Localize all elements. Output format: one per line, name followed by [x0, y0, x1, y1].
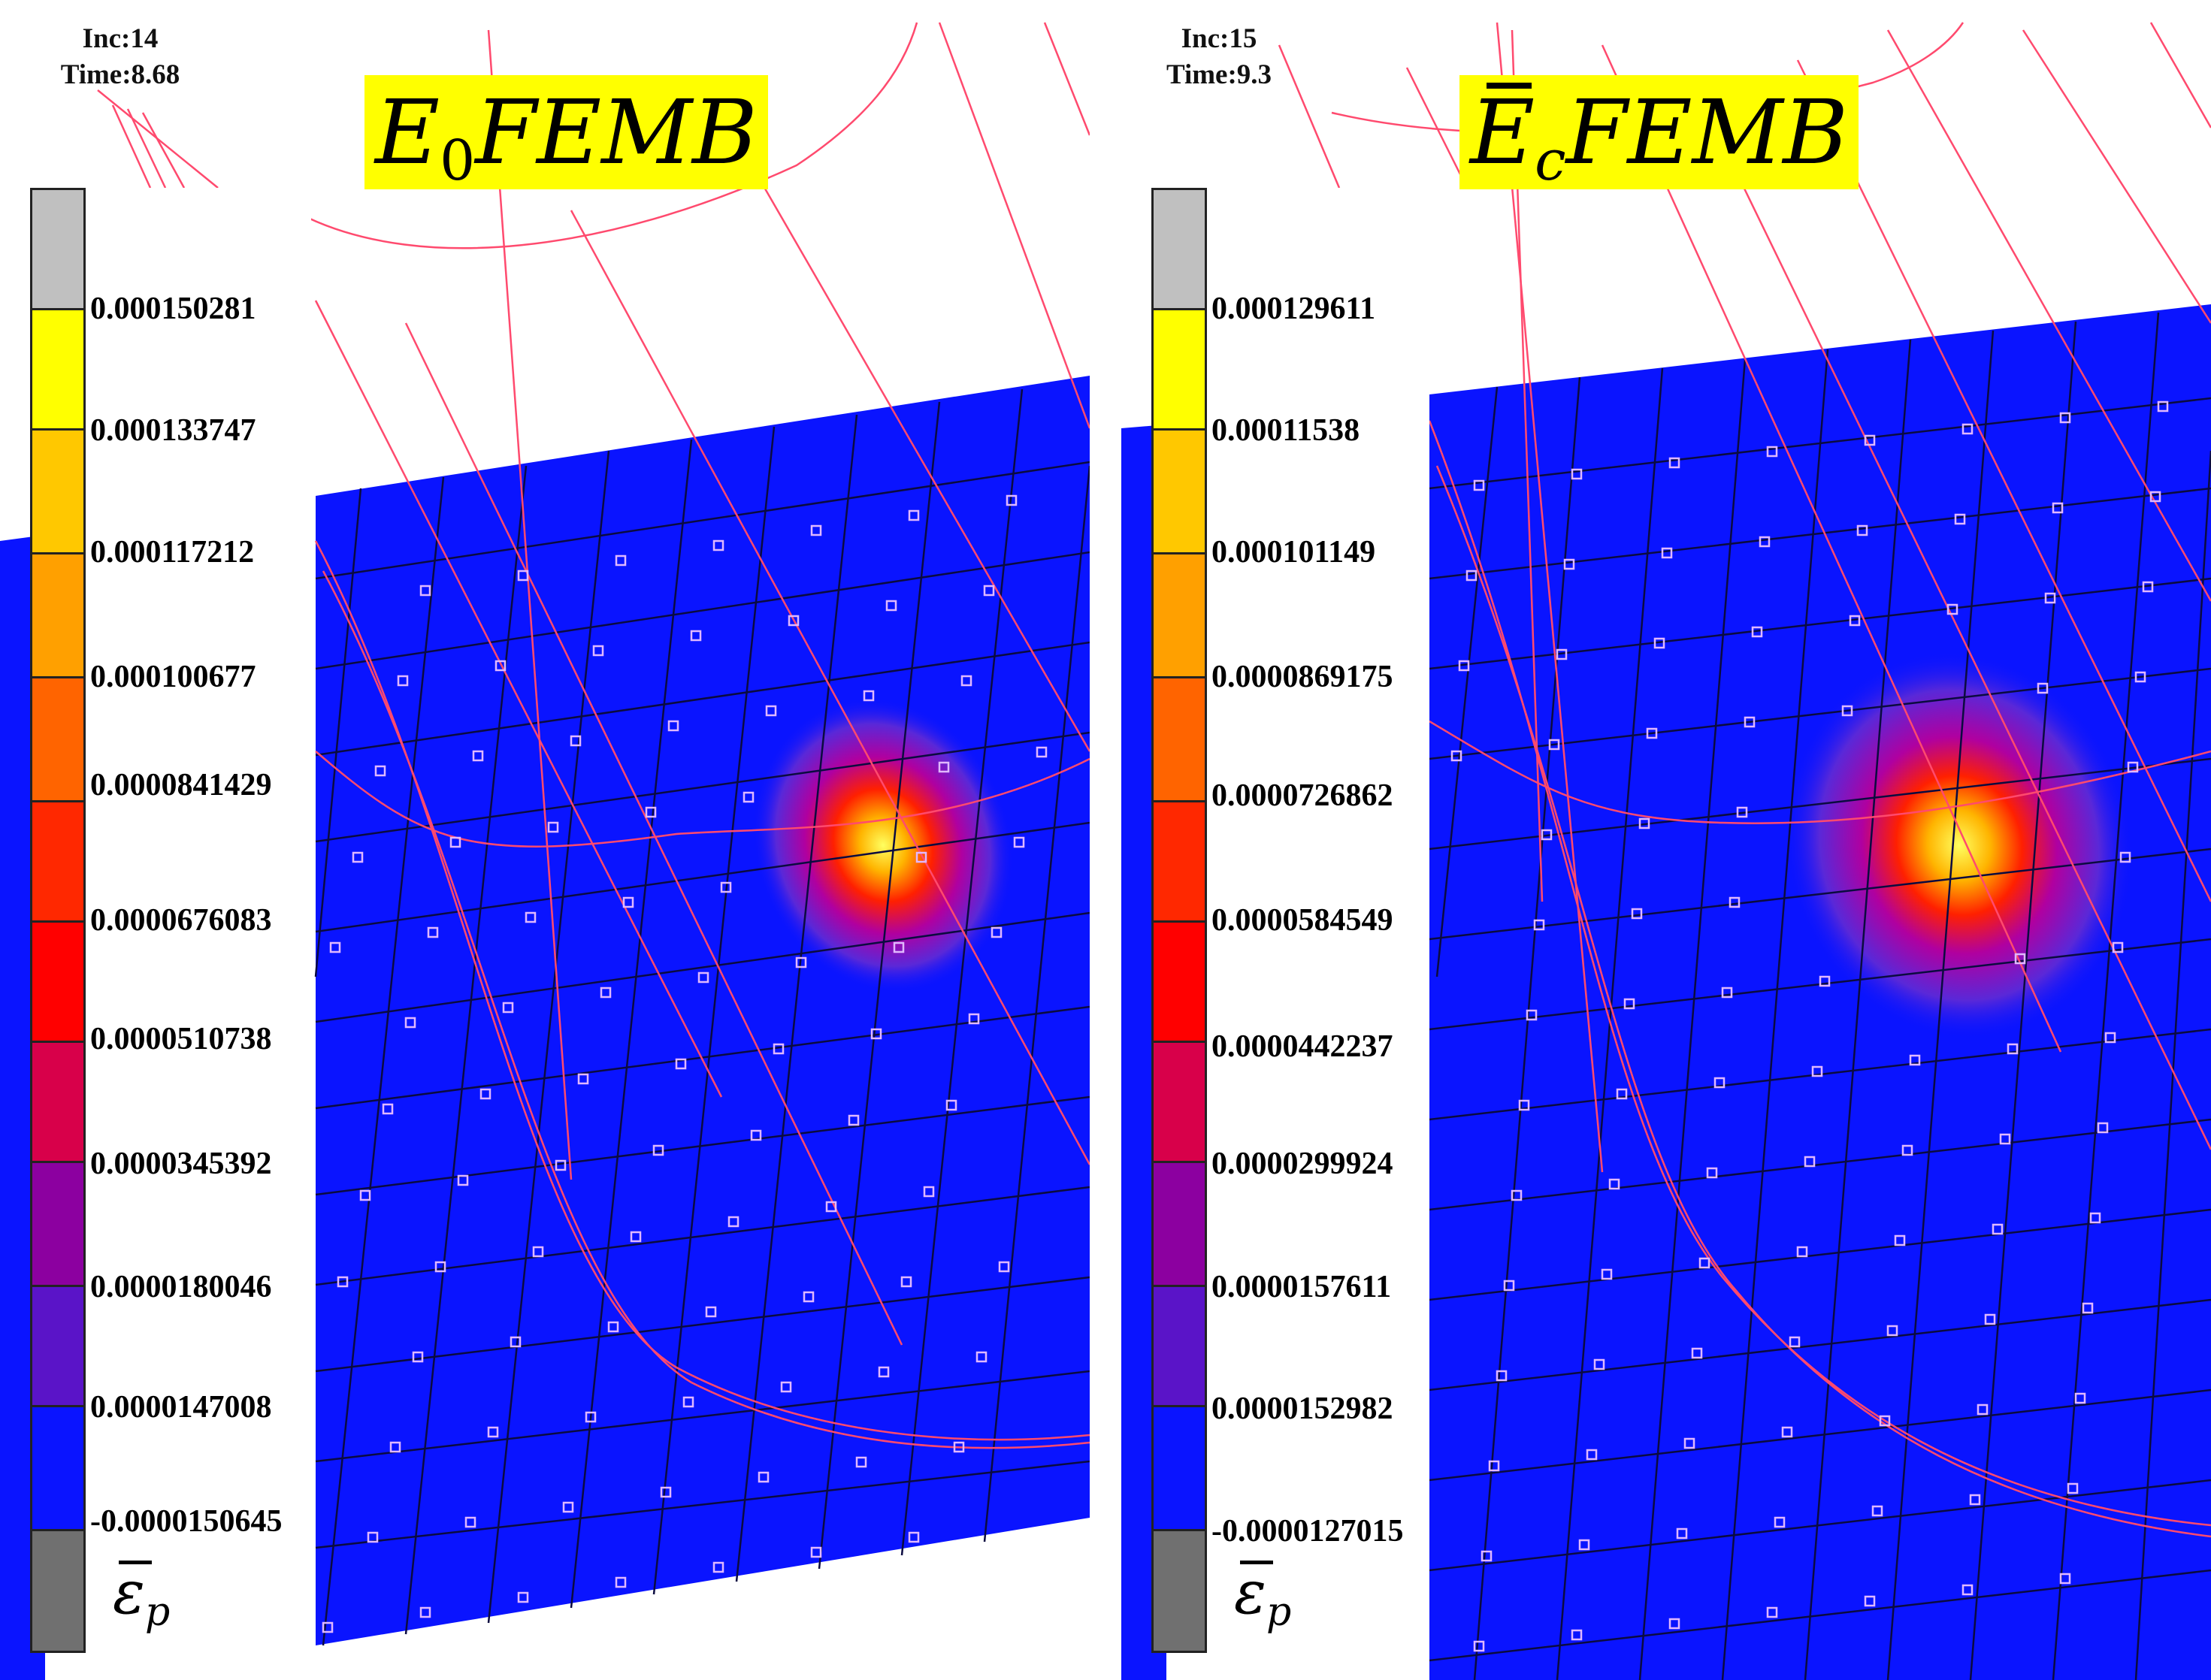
- panel-title: EcFEMB: [1459, 75, 1859, 193]
- symbol-epsilon: ε: [1234, 1558, 1266, 1627]
- legend-swatch: [1151, 920, 1207, 1041]
- legend-swatch: [1151, 1041, 1207, 1161]
- symbol-subscript: p: [144, 1590, 171, 1635]
- mesh-view: [0, 22, 1090, 1680]
- contact-lines: [1278, 22, 2211, 1538]
- legend-swatch: [1151, 552, 1207, 676]
- legend-tick-label: 0.0000299924: [1210, 1147, 1395, 1181]
- time-value: Time:8.68: [60, 59, 180, 90]
- legend-tick-label: 0.0000510738: [89, 1022, 274, 1056]
- legend-tick-label: 0.0000180046: [89, 1270, 274, 1304]
- symbol-overbar: [1240, 1561, 1273, 1564]
- legend-swatch: [30, 1405, 86, 1529]
- legend-swatch: [30, 1285, 86, 1405]
- legend-swatch: [1151, 1405, 1207, 1529]
- symbol-epsilon: ε: [113, 1558, 145, 1627]
- title-main: E: [1470, 80, 1535, 184]
- legend-tick-label: 0.000150281: [89, 292, 258, 326]
- legend-tick-label: -0.0000127015: [1210, 1514, 1405, 1549]
- legend-swatch: [30, 428, 86, 552]
- contact-lines: [97, 22, 1090, 1449]
- legend-swatch: [30, 920, 86, 1041]
- legend-tick-label: 0.0000157611: [1210, 1270, 1393, 1304]
- legend-swatch: [30, 800, 86, 920]
- legend-swatch: [30, 1161, 86, 1285]
- increment-label: Inc:15 Time:9.3: [1121, 21, 1317, 93]
- legend-swatch: [30, 308, 86, 428]
- node-markers: [322, 494, 1048, 1633]
- legend-swatch: [1151, 1161, 1207, 1285]
- mesh-body: [316, 376, 1090, 1645]
- legend-swatch: [1151, 428, 1207, 552]
- increment-label: Inc:14 Time:8.68: [23, 21, 218, 93]
- mesh-grid: [1429, 312, 2211, 1680]
- legend-swatch: [1151, 188, 1207, 308]
- legend-swatch: [30, 552, 86, 676]
- title-rest: FEMB: [1565, 80, 1849, 184]
- legend-swatch: [1151, 676, 1207, 800]
- panel-title: E0FEMB: [364, 75, 768, 193]
- left-contour-panel: Inc:14 Time:8.68 E0FEMB 0.000150281 0.00…: [0, 0, 1090, 1680]
- title-subscript: 0: [440, 128, 476, 193]
- mesh-view: [1121, 22, 2211, 1680]
- legend-tick-label: 0.000129611: [1210, 292, 1378, 326]
- legend-tick-label: 0.0000147008: [89, 1390, 274, 1425]
- legend-swatch: [1151, 308, 1207, 428]
- increment-value: Inc:15: [1181, 23, 1257, 54]
- symbol-subscript: p: [1266, 1590, 1292, 1635]
- legend-tick-label: 0.0000152982: [1210, 1391, 1395, 1426]
- strain-symbol: εp: [1234, 1559, 1291, 1646]
- title-main-with-bar: E: [1470, 75, 1535, 189]
- legend-tick-label: 0.000133747: [89, 413, 258, 448]
- title-subscript: c: [1535, 128, 1566, 193]
- legend-swatch: [30, 1529, 86, 1653]
- legend-tick-label: 0.000101149: [1210, 535, 1378, 570]
- legend-swatch: [1151, 800, 1207, 920]
- title-rest: FEMB: [475, 80, 758, 184]
- legend-tick-label: 0.0000676083: [89, 903, 274, 938]
- time-value: Time:9.3: [1166, 59, 1272, 90]
- legend-tick-label: 0.0000869175: [1210, 660, 1395, 694]
- increment-value: Inc:14: [82, 23, 159, 54]
- plastic-strain-hotspot: [1784, 651, 2134, 1040]
- legend-tick-label: 0.0000841429: [89, 768, 274, 802]
- legend-swatch: [1151, 1285, 1207, 1405]
- legend-tick-label: -0.0000150645: [89, 1504, 284, 1539]
- node-markers: [1450, 400, 2169, 1652]
- legend-tick-label: 0.0000726862: [1210, 778, 1395, 813]
- legend-tick-label: 0.000100677: [89, 660, 258, 694]
- legend-tick-label: 0.00011538: [1210, 413, 1362, 448]
- legend-tick-label: 0.0000345392: [89, 1147, 274, 1181]
- legend-tick-label: 0.000117212: [89, 535, 256, 570]
- legend-swatch: [30, 1041, 86, 1161]
- legend-swatch: [30, 188, 86, 308]
- legend-tick-label: 0.0000442237: [1210, 1029, 1395, 1064]
- strain-symbol: εp: [113, 1559, 170, 1646]
- right-contour-panel: Inc:15 Time:9.3 EcFEMB 0.000129611 0.000…: [1121, 0, 2211, 1680]
- legend-swatch: [30, 676, 86, 800]
- symbol-overbar: [119, 1561, 152, 1564]
- title-overbar: [1487, 83, 1532, 89]
- title-main: E: [375, 80, 440, 184]
- legend-tick-label: 0.0000584549: [1210, 903, 1395, 938]
- legend-swatch: [1151, 1529, 1207, 1653]
- mesh-body: [1429, 304, 2211, 1680]
